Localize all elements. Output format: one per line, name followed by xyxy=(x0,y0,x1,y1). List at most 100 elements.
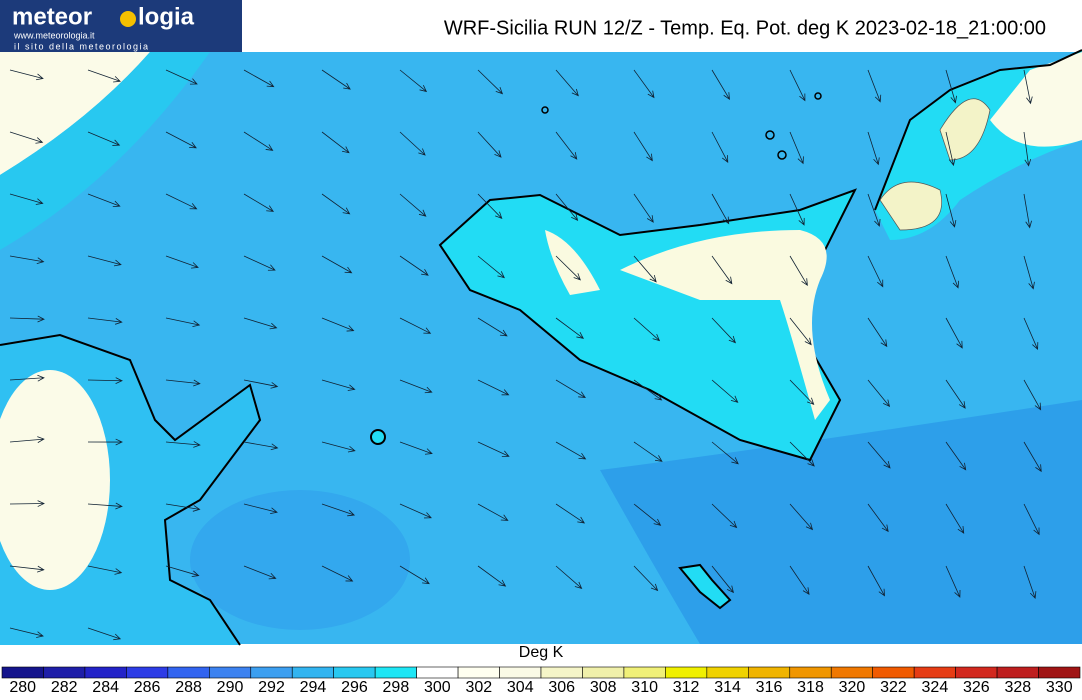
wind-arrow xyxy=(555,379,586,398)
wind-arrow xyxy=(789,131,804,165)
wind-arrow xyxy=(1023,379,1042,411)
colorbar-box xyxy=(209,666,252,679)
wind-arrow xyxy=(945,317,963,349)
wind-arrow xyxy=(9,193,44,205)
colorbar-tick-label: 326 xyxy=(963,679,990,695)
wind-arrow xyxy=(711,441,739,465)
wind-arrow xyxy=(867,193,881,227)
wind-arrow xyxy=(9,500,45,507)
wind-arrow xyxy=(399,379,433,394)
colorbar-tick-label: 318 xyxy=(797,679,824,695)
colorbar-tick-label: 300 xyxy=(424,679,451,695)
wind-arrow xyxy=(165,379,201,387)
colorbar-box xyxy=(1038,666,1081,679)
wind-arrow xyxy=(945,193,957,228)
wind-arrow xyxy=(243,317,278,330)
wind-arrow xyxy=(867,565,885,597)
logo-name-start: meteor xyxy=(12,3,92,30)
wind-arrow xyxy=(945,379,966,409)
colorbar-tick-label: 322 xyxy=(880,679,907,695)
wind-arrow xyxy=(867,503,889,533)
wind-arrow xyxy=(321,565,354,582)
colorbar-box xyxy=(416,666,459,679)
wind-arrow xyxy=(9,131,44,144)
wind-arrow xyxy=(789,317,812,346)
colorbar-box xyxy=(789,666,832,679)
wind-arrow xyxy=(399,317,432,334)
wind-arrow xyxy=(477,565,507,587)
colorbar-tick-label: 324 xyxy=(922,679,949,695)
colorbar-box xyxy=(43,666,86,679)
logo-url: www.meteorologia.it xyxy=(13,30,95,40)
wind-arrow xyxy=(477,255,505,279)
colorbar-box xyxy=(540,666,583,679)
wind-arrow xyxy=(321,255,353,274)
wind-arrow xyxy=(477,69,504,95)
wind-arrow xyxy=(1023,193,1032,229)
island xyxy=(777,150,787,160)
wind-arrow xyxy=(87,69,121,83)
malta xyxy=(678,563,732,610)
wind-arrow xyxy=(633,69,655,99)
logo-tagline: il sito della meteorologia xyxy=(14,41,150,51)
wind-arrow xyxy=(399,193,427,217)
wind-arrow xyxy=(945,255,960,289)
colorbar-tick-label: 296 xyxy=(341,679,368,695)
field-area xyxy=(0,52,210,250)
wind-arrow xyxy=(399,441,433,455)
logo-background xyxy=(0,0,242,52)
colorbar: 280 282 284 286 288 290 292 294 296 298 300 302 304 3… xyxy=(1,666,1081,696)
colorbar-box xyxy=(374,666,417,679)
wind-arrow xyxy=(789,193,805,226)
wind-arrow xyxy=(1023,69,1033,105)
wind-arrows xyxy=(9,69,1042,641)
wind-arrow xyxy=(555,503,586,524)
wind-arrow xyxy=(243,565,277,580)
wind-arrow xyxy=(1023,131,1032,167)
wind-arrow xyxy=(399,255,429,276)
wind-arrow xyxy=(87,627,122,641)
wind-arrow xyxy=(321,131,350,154)
map xyxy=(0,49,1082,646)
wind-arrow xyxy=(555,69,579,97)
wind-arrow xyxy=(9,627,44,638)
wind-arrow xyxy=(555,441,587,460)
wind-arrow xyxy=(87,255,122,267)
wind-arrow xyxy=(945,69,957,104)
field-area xyxy=(190,490,410,630)
warm-area xyxy=(879,98,991,231)
wind-arrow xyxy=(789,69,806,102)
wind-arrow xyxy=(9,436,45,443)
wind-arrow xyxy=(399,565,430,585)
wind-arrow xyxy=(9,69,44,81)
wind-arrow xyxy=(633,193,654,223)
wind-arrow xyxy=(789,379,815,406)
colorbar-tick-label: 280 xyxy=(9,679,36,695)
colorbar-tick-label: 290 xyxy=(217,679,244,695)
wind-arrow xyxy=(711,69,730,100)
wind-arrow xyxy=(633,317,661,342)
wind-arrow xyxy=(1023,503,1040,536)
colorbar-box xyxy=(582,666,625,679)
island xyxy=(814,92,822,100)
wind-arrow xyxy=(789,503,814,531)
colorbar-box xyxy=(830,666,873,679)
island xyxy=(370,429,386,445)
wind-arrow xyxy=(633,503,662,526)
colorbar-tick-label: 294 xyxy=(300,679,327,695)
warm-area xyxy=(990,52,1082,147)
colorbar-tick-label: 292 xyxy=(258,679,285,695)
wind-arrow xyxy=(867,379,891,408)
warm-area xyxy=(0,370,110,590)
wind-arrow xyxy=(711,379,739,403)
colorbar-box xyxy=(457,666,500,679)
colorbar-box xyxy=(665,666,708,679)
wind-arrow xyxy=(789,255,808,287)
wind-arrow xyxy=(165,565,200,578)
colorbar-box xyxy=(623,666,666,679)
wind-arrow xyxy=(867,69,882,103)
wind-arrow xyxy=(555,131,578,160)
colorbar-box xyxy=(291,666,334,679)
wind-arrow xyxy=(87,377,123,384)
wind-arrow xyxy=(477,131,502,158)
